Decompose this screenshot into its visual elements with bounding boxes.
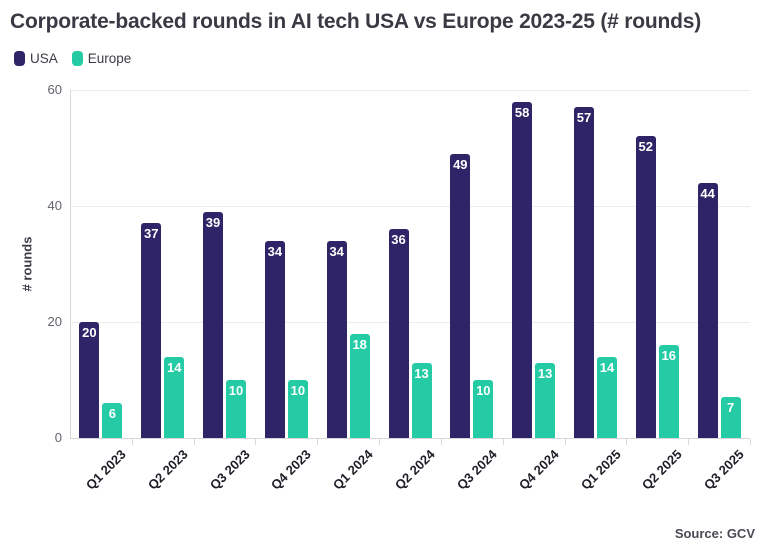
bar-value-label: 39 [205, 214, 221, 230]
gridline-20 [70, 322, 750, 323]
chart-title: Corporate-backed rounds in AI tech USA v… [10, 10, 702, 33]
y-tick-label-20: 20 [47, 314, 62, 329]
x-tick-label-q2-2025: Q2 2025 [639, 446, 686, 493]
bar-usa-q4-2023: 34 [264, 240, 285, 438]
bar-europe-q1-2023: 6 [102, 403, 123, 438]
bar-value-label: 10 [290, 383, 306, 398]
x-tick-label-q3-2025: Q3 2025 [701, 446, 747, 493]
bar-usa-q4-2024: 58 [512, 101, 533, 438]
y-tick-label-60: 60 [47, 82, 62, 97]
bar-value-label: 14 [599, 359, 615, 375]
x-tick-label-q3-2024: Q3 2024 [453, 446, 500, 493]
x-tick-label-q1-2025: Q1 2025 [577, 446, 624, 493]
x-tick-label-q1-2024: Q1 2024 [330, 446, 376, 493]
bar-value-label: 57 [576, 110, 592, 126]
bar-europe-q4-2024: 13 [535, 362, 556, 438]
bar-value-label: 6 [108, 406, 117, 422]
x-tick [131, 439, 133, 445]
bar-value-label: 13 [414, 365, 429, 381]
bar-usa-q3-2025: 44 [697, 182, 718, 438]
x-tick [193, 439, 195, 445]
x-tick-label-q2-2024: Q2 2024 [391, 446, 438, 493]
x-axis-line [70, 438, 750, 439]
bar-europe-q3-2024: 10 [473, 380, 494, 438]
gridline-40 [70, 206, 750, 207]
bar-usa-q3-2023: 39 [203, 211, 224, 438]
bar-usa-q3-2024: 49 [450, 153, 471, 438]
legend-label: Europe [87, 51, 132, 66]
bar-value-label: 13 [537, 365, 553, 381]
bar-value-label: 20 [82, 325, 97, 340]
legend-swatch-icon [14, 51, 25, 66]
x-tick [379, 439, 381, 445]
bar-value-label: 58 [514, 104, 530, 120]
y-axis-title: # rounds [19, 236, 35, 292]
bar-europe-q3-2025: 7 [720, 397, 741, 438]
gridline-60 [70, 90, 750, 91]
y-axis-line [70, 90, 71, 438]
bar-usa-q2-2025: 52 [635, 136, 656, 438]
bar-usa-q2-2024: 36 [388, 229, 409, 438]
bar-europe-q2-2023: 14 [164, 356, 185, 438]
bar-usa-q1-2023: 20 [79, 322, 100, 438]
x-tick-label-q1-2023: Q1 2023 [82, 446, 129, 493]
bar-value-label: 36 [391, 232, 406, 248]
bar-value-label: 52 [638, 139, 653, 155]
x-tick [688, 439, 690, 445]
legend-label: USA [30, 51, 58, 66]
bar-europe-q2-2024: 13 [411, 362, 432, 438]
bar-value-label: 37 [143, 226, 159, 242]
x-tick [255, 439, 257, 445]
bar-value-label: 44 [700, 185, 715, 201]
x-tick [502, 439, 504, 445]
bar-usa-q1-2024: 34 [326, 240, 347, 438]
bar-europe-q2-2025: 16 [658, 345, 679, 438]
bar-value-label: 7 [726, 400, 735, 416]
x-tick [750, 439, 751, 445]
bar-value-label: 34 [267, 243, 283, 259]
x-tick [564, 439, 566, 445]
bar-europe-q4-2023: 10 [287, 380, 308, 438]
bar-europe-q1-2025: 14 [596, 356, 617, 438]
legend-item-usa: USA [14, 51, 58, 66]
bar-value-label: 16 [661, 348, 676, 364]
x-tick-label-q4-2023: Q4 2023 [268, 446, 315, 493]
x-tick-label-q4-2024: Q4 2024 [515, 446, 562, 493]
bar-value-label: 14 [166, 359, 182, 375]
bar-value-label: 10 [476, 383, 491, 398]
x-tick [440, 439, 442, 445]
bar-value-label: 34 [329, 243, 344, 259]
bar-value-label: 49 [453, 156, 468, 172]
bar-europe-q3-2023: 10 [226, 380, 247, 438]
legend-swatch-icon [71, 51, 83, 66]
bar-usa-q2-2023: 37 [141, 223, 162, 438]
legend-item-europe: Europe [71, 51, 132, 66]
bar-value-label: 18 [352, 336, 367, 352]
x-tick-label-q2-2023: Q2 2023 [144, 446, 191, 493]
bar-europe-q1-2024: 18 [349, 333, 370, 438]
bar-value-label: 10 [228, 383, 244, 398]
bar-usa-q1-2025: 57 [573, 107, 594, 438]
x-tick [317, 439, 319, 445]
source-caption: Source: GCV [674, 526, 755, 541]
x-tick [626, 439, 628, 445]
y-tick-label-40: 40 [47, 198, 62, 213]
x-tick-label-q3-2023: Q3 2023 [206, 446, 253, 493]
legend: USA Europe [14, 51, 131, 66]
y-tick-label-0: 0 [54, 430, 62, 445]
